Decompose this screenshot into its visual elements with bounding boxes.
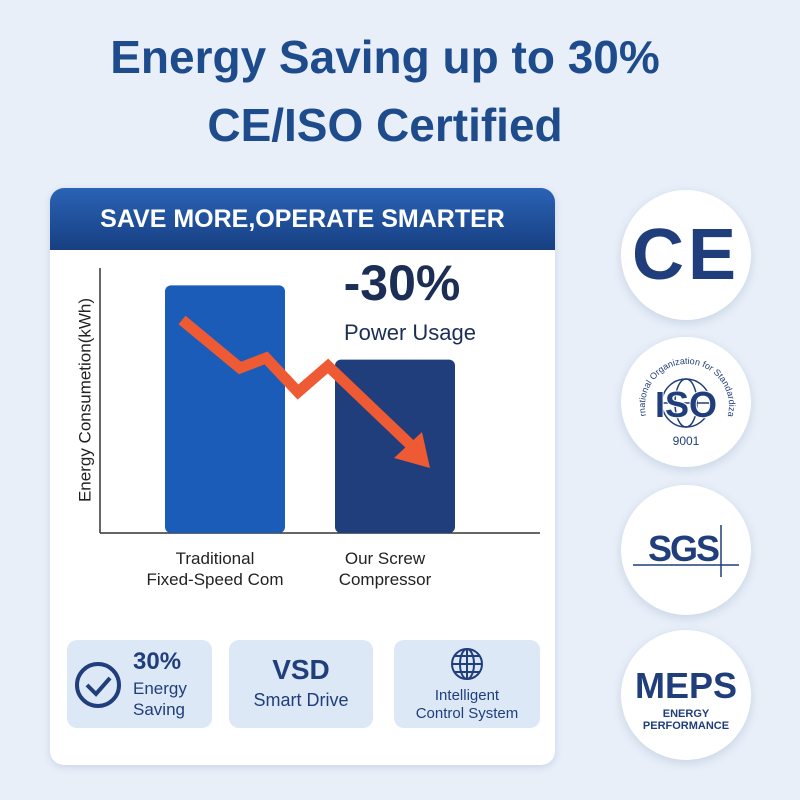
iso-name: ISO (655, 384, 717, 425)
subtitle: CE/ISO Certified (207, 99, 563, 151)
iso-logo: International Organization for Standardi… (618, 329, 737, 448)
feature-card: Intelligent Control System (394, 640, 540, 728)
bar (165, 285, 285, 533)
arrow-head (394, 432, 430, 468)
feature-text: Smart Drive (253, 690, 349, 710)
iso-badge: International Organization for Standardi… (618, 329, 751, 467)
feature-card: VSD Smart Drive (229, 640, 373, 728)
feature-text: Intelligent Control System (415, 687, 519, 722)
feature-text: Energy Saving (133, 679, 187, 719)
feature-title: VSD (272, 654, 330, 685)
meps-line: ENERGY (662, 708, 710, 720)
panel: SAVE MORE,OPERATE SMARTER Energy Consume… (50, 188, 555, 765)
meps-badge: MEPS ENERGY PERFORMANCE (621, 630, 751, 760)
meps-name: MEPS (634, 665, 738, 706)
y-axis-label: Energy Consumetion(kWh) (75, 298, 94, 502)
iso-standard: 9001 (673, 434, 700, 448)
ce-badge: CE (621, 190, 751, 320)
annotation: -30% (344, 255, 461, 311)
x-tick-label: Our Screw Compressor (338, 549, 432, 589)
globe-icon (451, 648, 483, 680)
check-icon (75, 662, 121, 708)
chart: Energy Consumetion(kWh) -30% Power Usage (75, 255, 540, 534)
feature-title: 30% (133, 648, 182, 675)
sgs-logo: SGS (633, 525, 739, 577)
title: Energy Saving up to 30% (110, 31, 660, 83)
annotation-subtitle: Power Usage (344, 320, 476, 345)
sgs-badge: SGS (621, 485, 751, 615)
ce-mark: CE (631, 215, 741, 295)
x-tick-label: Traditional Fixed-Speed Com (146, 549, 284, 589)
panel-heading: SAVE MORE,OPERATE SMARTER (50, 188, 555, 250)
trend-arrow (178, 315, 422, 456)
meps-line: PERFORMANCE (642, 720, 730, 732)
sgs-mark: SGS (648, 528, 719, 569)
feature-card: 30% Energy Saving (67, 640, 212, 728)
